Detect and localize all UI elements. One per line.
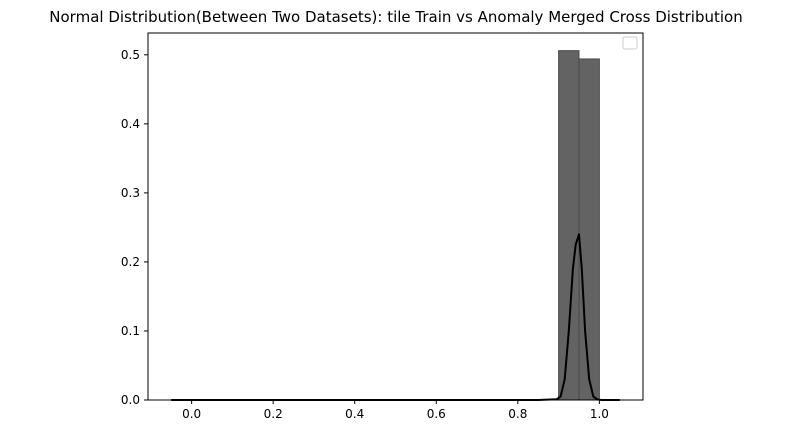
y-tick-label: 0.4	[121, 117, 140, 131]
legend-box	[622, 36, 638, 50]
x-tick-label: 0.2	[264, 407, 283, 421]
x-tick-label: 0.8	[508, 407, 527, 421]
x-tick-label: 0.4	[345, 407, 364, 421]
y-tick-label: 0.0	[121, 393, 140, 407]
y-axis-ticks: 0.0 0.1 0.2 0.3 0.4 0.5	[121, 48, 148, 407]
y-tick-label: 0.3	[121, 186, 140, 200]
density-curve	[171, 233, 620, 401]
y-tick-label: 0.2	[121, 255, 140, 269]
x-tick-label: 0.6	[427, 407, 446, 421]
histogram-bar	[578, 58, 600, 401]
plot-frame	[147, 32, 644, 401]
y-tick-label: 0.1	[121, 324, 140, 338]
histogram-bar	[558, 50, 580, 401]
histogram-bars	[558, 50, 600, 401]
x-axis-ticks: 0.0 0.2 0.4 0.6 0.8 1.0	[182, 400, 609, 421]
y-tick-label: 0.5	[121, 48, 140, 62]
chart-title: Normal Distribution(Between Two Datasets…	[49, 8, 742, 26]
density-curve-layer	[171, 233, 620, 401]
x-tick-label: 1.0	[590, 407, 609, 421]
x-tick-label: 0.0	[182, 407, 201, 421]
